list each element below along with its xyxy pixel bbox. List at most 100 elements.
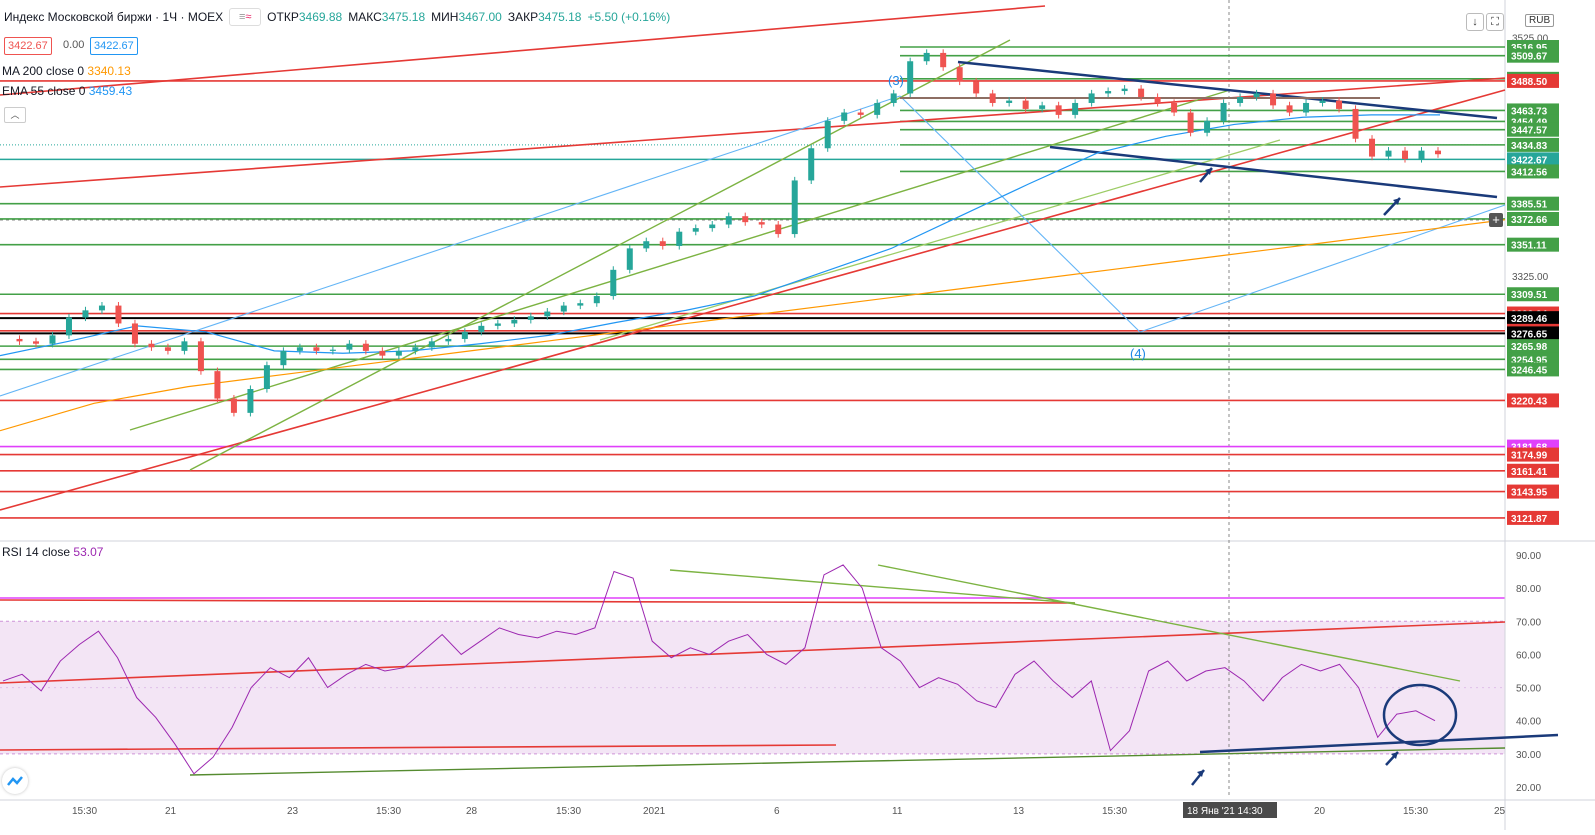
level-tag-0: 3516.95 xyxy=(1511,43,1548,54)
ema55-line xyxy=(0,114,1440,357)
level-tag-bg-9 xyxy=(1507,164,1559,179)
rsi-label: RSI 14 close xyxy=(2,545,71,559)
level-tag-bg-11 xyxy=(1507,211,1559,226)
candle-body-64 xyxy=(1055,105,1062,115)
rsi-tick-1: 30.00 xyxy=(1516,750,1541,761)
trend-line-10 xyxy=(1139,204,1506,333)
level-tag-13: 3309.51 xyxy=(1511,290,1548,301)
rsi-circle-annotation xyxy=(1382,683,1458,747)
candle-body-5 xyxy=(82,310,89,318)
candle-body-25 xyxy=(412,347,419,351)
candle-body-49 xyxy=(808,148,815,181)
level-tag-bg-25 xyxy=(1507,484,1559,499)
fullscreen-icon[interactable]: ⛶ xyxy=(1486,13,1504,31)
price-tick-1: 3525.00 xyxy=(1512,33,1549,44)
download-icon[interactable]: ↓ xyxy=(1466,13,1484,31)
symbol-title[interactable]: Индекс Московской биржи · 1Ч · MOEX xyxy=(4,10,224,24)
candle-body-67 xyxy=(1105,91,1112,94)
candle-body-52 xyxy=(857,112,864,115)
time-tick-8: 11 xyxy=(892,806,903,817)
level-tag-bg-8 xyxy=(1507,152,1559,167)
arrow-head-2 xyxy=(1197,770,1204,777)
candle-body-77 xyxy=(1270,93,1277,106)
time-tick-13: 15:30 xyxy=(1403,806,1428,817)
level-tag-bg-4 xyxy=(1507,103,1559,118)
time-tick-9: 13 xyxy=(1013,806,1025,817)
candle-body-26 xyxy=(428,341,435,348)
rsi-legend[interactable]: RSI 14 close 53.07 xyxy=(2,545,103,559)
open-value: 3469.88 xyxy=(298,10,343,24)
bid-price[interactable]: 3422.67 xyxy=(4,37,52,55)
low-label: МИН xyxy=(431,10,459,24)
level-tag-bg-21 xyxy=(1507,393,1559,408)
level-tag-12: 3351.11 xyxy=(1511,241,1547,252)
level-tag-19: 3254.95 xyxy=(1511,355,1548,366)
candle-body-60 xyxy=(989,93,996,103)
level-tag-20: 3246.45 xyxy=(1511,365,1548,376)
close-label: ЗАКР xyxy=(507,10,539,24)
candle-body-6 xyxy=(98,305,105,311)
wave-label-3: (3) xyxy=(888,73,904,88)
rsi-trend-line-3 xyxy=(189,747,1506,776)
level-tag-bg-23 xyxy=(1507,447,1559,462)
collapse-legend-icon[interactable]: ︿ xyxy=(4,107,26,123)
currency-badge[interactable]: RUB xyxy=(1525,14,1555,27)
level-tag-bg-18 xyxy=(1507,339,1559,354)
ohlc-high: МАКС3475.18 xyxy=(348,10,425,24)
candle-body-53 xyxy=(874,102,881,115)
price-tick-0: 3325.00 xyxy=(1512,272,1549,283)
candle-body-54 xyxy=(890,93,897,103)
ema55-legend[interactable]: EMA 55 close 0 3459.43 xyxy=(2,84,132,98)
rsi-trend-line-6 xyxy=(1199,733,1559,754)
add-level-icon[interactable]: + xyxy=(1489,213,1503,227)
candle-body-15 xyxy=(247,389,254,413)
candle-body-58 xyxy=(956,67,963,82)
candle-body-32 xyxy=(527,316,534,320)
open-label: ОТКР xyxy=(267,10,299,24)
ma200-legend[interactable]: MA 200 close 0 3340.13 xyxy=(2,64,131,78)
trend-line-2 xyxy=(0,89,1506,511)
trend-line-7 xyxy=(1049,145,1498,199)
rsi-tick-7: 90.00 xyxy=(1516,551,1541,562)
time-tick-14: 25 xyxy=(1494,806,1506,817)
candle-body-11 xyxy=(181,341,188,351)
ask-price[interactable]: 3422.67 xyxy=(90,37,138,55)
time-tick-0: 15:30 xyxy=(72,806,97,817)
high-value: 3475.18 xyxy=(381,10,426,24)
candle-body-38 xyxy=(626,248,633,270)
change-value: +5.50 (+0.16%) xyxy=(587,10,671,24)
candle-body-84 xyxy=(1385,150,1392,157)
rsi-tick-4: 60.00 xyxy=(1516,650,1541,661)
tradingview-logo-icon[interactable] xyxy=(2,768,28,794)
rsi-line xyxy=(2,564,1436,775)
rsi-trend-line-1 xyxy=(0,744,837,751)
level-tag-bg-10 xyxy=(1507,196,1559,211)
compare-icon[interactable]: ≡≈ xyxy=(229,8,262,26)
candle-body-33 xyxy=(544,311,551,317)
candle-body-59 xyxy=(973,81,980,94)
candle-body-68 xyxy=(1121,88,1128,92)
candle-body-76 xyxy=(1253,93,1260,98)
rsi-tick-0: 20.00 xyxy=(1516,783,1541,794)
wave-label-4: (4) xyxy=(1130,346,1146,361)
candle-body-73 xyxy=(1204,120,1211,133)
candle-body-29 xyxy=(478,325,485,332)
candle-body-72 xyxy=(1187,112,1194,133)
candle-body-40 xyxy=(659,241,666,246)
trend-line-5 xyxy=(599,139,1281,341)
level-tag-bg-12 xyxy=(1507,237,1559,252)
candle-body-65 xyxy=(1072,102,1079,115)
level-tag-10: 3385.51 xyxy=(1511,200,1548,211)
candle-body-85 xyxy=(1402,150,1409,159)
close-value: 3475.18 xyxy=(538,10,582,24)
candle-body-75 xyxy=(1237,97,1244,103)
level-tag-8: 3422.67 xyxy=(1511,155,1548,166)
level-tag-18: 3265.98 xyxy=(1511,342,1548,353)
candle-body-87 xyxy=(1435,150,1441,155)
ohlc-open: ОТКР3469.88 xyxy=(267,10,342,24)
level-tag-11: 3372.66 xyxy=(1511,215,1548,226)
spread-value: 0.00 xyxy=(63,39,85,51)
ma200-label: MA 200 close 0 xyxy=(2,64,85,78)
